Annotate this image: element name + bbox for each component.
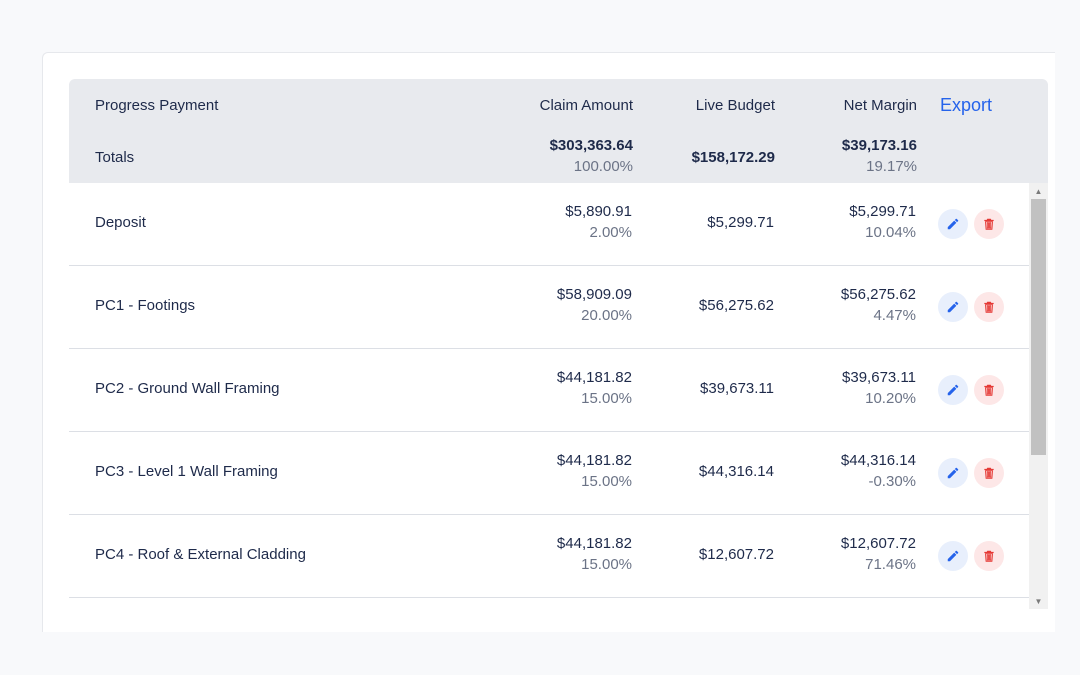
caret-down-icon[interactable]: ▼: [1034, 596, 1043, 606]
row-claim-amount: $44,181.82: [556, 369, 632, 386]
row-claim-amount: $5,890.91: [565, 203, 632, 220]
row-margin-amount: $56,275.62: [840, 286, 916, 303]
progress-payments-card: Progress Payment Claim Amount Live Budge…: [42, 52, 1055, 632]
pencil-icon: [947, 384, 959, 396]
row-margin-amount: $12,607.72: [840, 535, 916, 552]
column-header-progress-payment: Progress Payment: [95, 97, 219, 114]
row-name: Deposit: [95, 214, 146, 231]
row-claim-amount: $44,181.82: [556, 535, 632, 552]
edit-button[interactable]: [938, 375, 968, 405]
row-budget-amount: $39,673.11: [700, 380, 774, 397]
totals-margin-amount: $39,173.16: [841, 137, 917, 154]
column-header-live-budget: Live Budget: [695, 97, 775, 114]
row-margin-percent: 71.46%: [865, 556, 916, 573]
trash-icon: [984, 550, 994, 562]
row-margin: $56,275.62 4.47%: [841, 286, 916, 325]
row-margin-percent: 10.20%: [865, 390, 916, 407]
caret-up-icon[interactable]: ▲: [1034, 186, 1043, 196]
row-budget: $12,607.72: [699, 546, 774, 564]
totals-claim: $303,363.64 100.00%: [550, 137, 633, 176]
row-margin-amount: $44,316.14: [840, 452, 916, 469]
export-link[interactable]: Export: [940, 95, 993, 115]
table-row: PC2 - Ground Wall Framing $44,181.82 15.…: [69, 349, 1029, 432]
table-row: PC3 - Level 1 Wall Framing $44,181.82 15…: [69, 432, 1029, 515]
row-claim: $58,909.09 20.00%: [557, 286, 632, 325]
row-name: PC4 - Roof & External Cladding: [95, 546, 306, 563]
row-budget: $39,673.11: [700, 380, 774, 398]
edit-button[interactable]: [938, 209, 968, 239]
row-margin: $44,316.14 -0.30%: [841, 452, 916, 491]
row-margin-percent: 10.04%: [865, 224, 916, 241]
pencil-icon: [947, 467, 959, 479]
row-budget-amount: $56,275.62: [698, 297, 774, 314]
delete-button[interactable]: [974, 458, 1004, 488]
trash-icon: [984, 384, 994, 396]
trash-icon: [984, 467, 994, 479]
totals-budget-amount: $158,172.29: [691, 149, 775, 166]
row-claim: $5,890.91 2.00%: [565, 203, 632, 242]
row-budget: $44,316.14: [699, 463, 774, 481]
table-header: Progress Payment Claim Amount Live Budge…: [69, 79, 1048, 183]
row-budget-amount: $5,299.71: [707, 214, 774, 231]
delete-button[interactable]: [974, 292, 1004, 322]
row-claim-percent: 15.00%: [581, 473, 632, 490]
row-claim: $44,181.82 15.00%: [557, 452, 632, 491]
row-margin: $39,673.11 10.20%: [842, 369, 916, 408]
row-budget: $5,299.71: [707, 214, 774, 232]
row-name: PC2 - Ground Wall Framing: [95, 380, 280, 397]
progress-payments-table: Progress Payment Claim Amount Live Budge…: [69, 79, 1048, 632]
trash-icon: [984, 218, 994, 230]
delete-button[interactable]: [974, 375, 1004, 405]
totals-margin: $39,173.16 19.17%: [842, 137, 917, 176]
row-margin-percent: -0.30%: [868, 473, 916, 490]
totals-claim-amount: $303,363.64: [549, 137, 633, 154]
row-margin-amount: $39,673.11: [842, 369, 916, 386]
row-claim: $44,181.82 15.00%: [557, 369, 632, 408]
row-claim: $44,181.82 15.00%: [557, 535, 632, 574]
scrollbar-thumb[interactable]: [1031, 199, 1046, 455]
row-claim-amount: $58,909.09: [556, 286, 632, 303]
row-budget-amount: $44,316.14: [698, 463, 774, 480]
row-margin-percent: 4.47%: [873, 307, 916, 324]
delete-button[interactable]: [974, 209, 1004, 239]
totals-budget: $158,172.29: [692, 149, 775, 167]
row-name: PC3 - Level 1 Wall Framing: [95, 463, 278, 480]
row-claim-amount: $44,181.82: [556, 452, 632, 469]
table-row: Deposit $5,890.91 2.00% $5,299.71 $5,299…: [69, 183, 1029, 266]
row-claim-percent: 20.00%: [581, 307, 632, 324]
row-budget-amount: $12,607.72: [698, 546, 774, 563]
delete-button[interactable]: [974, 541, 1004, 571]
pencil-icon: [947, 301, 959, 313]
edit-button[interactable]: [938, 292, 968, 322]
row-name: PC1 - Footings: [95, 297, 196, 314]
column-header-claim-amount: Claim Amount: [539, 97, 633, 114]
edit-button[interactable]: [938, 458, 968, 488]
pencil-icon: [947, 550, 959, 562]
row-budget: $56,275.62: [699, 297, 774, 315]
totals-claim-percent: 100.00%: [573, 158, 633, 175]
totals-margin-percent: 19.17%: [866, 158, 917, 175]
trash-icon: [984, 301, 994, 313]
row-claim-percent: 15.00%: [581, 556, 632, 573]
row-claim-percent: 15.00%: [581, 390, 632, 407]
row-margin-amount: $5,299.71: [849, 203, 916, 220]
pencil-icon: [947, 218, 959, 230]
table-row: PC1 - Footings $58,909.09 20.00% $56,275…: [69, 266, 1029, 349]
edit-button[interactable]: [938, 541, 968, 571]
row-margin: $5,299.71 10.04%: [849, 203, 916, 242]
column-header-net-margin: Net Margin: [843, 97, 917, 114]
table-row: PC4 - Roof & External Cladding $44,181.8…: [69, 515, 1029, 598]
vertical-scrollbar[interactable]: ▲ ▼: [1029, 183, 1048, 609]
table-body: Deposit $5,890.91 2.00% $5,299.71 $5,299…: [69, 183, 1029, 632]
row-claim-percent: 2.00%: [589, 224, 632, 241]
row-margin: $12,607.72 71.46%: [841, 535, 916, 574]
totals-label: Totals: [95, 149, 135, 166]
